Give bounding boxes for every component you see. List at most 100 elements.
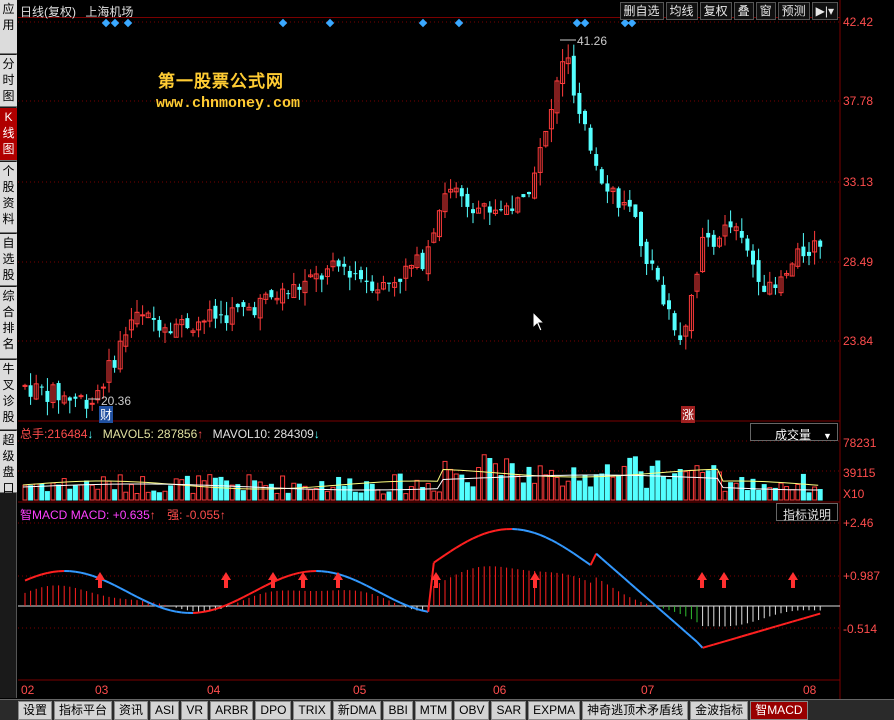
finance-tag[interactable]: 财 (99, 406, 114, 423)
macd-line-segment (673, 621, 681, 628)
rise-tag[interactable]: 涨 (681, 406, 696, 423)
macd-line-segment (52, 570, 59, 573)
volume-bar (84, 480, 90, 501)
volume-bar (56, 484, 62, 501)
macd-line-segment (405, 604, 412, 609)
macd-line-segment (427, 562, 435, 612)
indicator-tab[interactable]: DPO (255, 700, 292, 720)
kline-chart[interactable] (0, 0, 894, 699)
indicator-tab[interactable]: VR (181, 700, 209, 720)
volume-bar (67, 488, 73, 501)
macd-line-segment (237, 596, 244, 601)
candle-body (588, 127, 593, 151)
volume-bar (560, 485, 566, 501)
indicator-tab[interactable]: EXPMA (528, 700, 581, 720)
sidebar-tab-apps[interactable]: 应用 (0, 0, 17, 54)
moving-average-button[interactable]: 均线 (665, 2, 698, 20)
candle-body (722, 224, 728, 237)
volume-bar (543, 474, 549, 501)
macd-line-segment (758, 628, 765, 633)
indicator-tab[interactable]: MTM (414, 700, 453, 720)
candle-body (487, 206, 492, 213)
macd-line-segment (354, 579, 362, 584)
macd-name: 智MACD (20, 508, 68, 522)
arrow-end-icon[interactable]: ▶|▾ (811, 2, 838, 20)
candle-body (342, 263, 347, 267)
volume-bar (257, 481, 263, 501)
volume-tick: 78231 (843, 436, 877, 450)
macd-line-segment (573, 552, 580, 559)
macd-line-segment (461, 540, 468, 546)
volume-bar (711, 465, 717, 501)
volume-bar (476, 467, 482, 501)
indicator-tab[interactable]: ARBR (210, 700, 254, 720)
sidebar-tab-stock-profile[interactable]: 个股资料 (0, 162, 17, 233)
remove-watchlist-button[interactable]: 删自选 (619, 2, 664, 20)
candle-body (297, 286, 302, 290)
indicator-tab[interactable]: 设置 (18, 700, 53, 720)
volume-bar (364, 481, 370, 501)
macd-line-segment (242, 593, 250, 599)
candle-body (610, 187, 616, 193)
volume-bar (201, 480, 207, 501)
volume-selector[interactable]: 成交量 ▼ (750, 423, 838, 442)
indicator-tab[interactable]: 新DMA (332, 700, 382, 720)
candle-body (767, 281, 773, 295)
forecast-button[interactable]: 预测 (777, 2, 810, 20)
price-tick: 28.49 (843, 255, 874, 269)
overlay-button[interactable]: 叠 (733, 2, 754, 20)
macd-line-segment (209, 608, 216, 612)
candle-body (492, 209, 498, 214)
macd-line-segment (657, 606, 665, 614)
candle-body (565, 57, 571, 65)
macd-line-segment (668, 616, 676, 624)
indicator-tab[interactable]: 智MACD (750, 700, 808, 720)
volume-bar (778, 482, 784, 501)
volume-bar (638, 471, 644, 501)
volume-bar (134, 493, 140, 501)
indicator-tab[interactable]: ASI (150, 700, 180, 720)
sidebar-tab-intraday[interactable]: 分时图 (0, 55, 17, 107)
volume-bar (168, 485, 174, 501)
candle-body (627, 199, 632, 207)
adjust-price-button[interactable]: 复权 (699, 2, 732, 20)
indicator-tab[interactable]: 指标平台 (54, 700, 113, 720)
candle-body (425, 246, 431, 275)
macd-line-segment (382, 593, 390, 599)
indicator-help-button[interactable]: 指标说明 (776, 503, 838, 522)
indicator-tab[interactable]: 资讯 (114, 700, 149, 720)
candle-body (252, 307, 257, 316)
indicator-tab[interactable]: OBV (454, 700, 490, 720)
sidebar-tab-super-order-book[interactable]: 超级盘口 (0, 431, 17, 495)
volume-bar (117, 474, 123, 501)
candle-body (650, 260, 655, 264)
volume-bar (744, 490, 750, 501)
candle-body (308, 274, 314, 278)
indicator-tab[interactable]: BBI (383, 700, 413, 720)
indicator-tab[interactable]: 神奇逃顶术矛盾线 (582, 700, 689, 720)
macd-line-segment (215, 606, 222, 611)
candle-body (61, 395, 67, 404)
volume-bar (72, 485, 78, 501)
indicator-tab[interactable]: SAR (491, 700, 527, 720)
candle-body (257, 297, 263, 319)
sidebar-tab-watchlist[interactable]: 自选股 (0, 234, 17, 286)
macd-line-segment (416, 608, 423, 612)
macd-line-segment (606, 562, 614, 570)
candle-body (45, 390, 50, 402)
candle-body (168, 331, 173, 334)
macd-line-segment (679, 626, 687, 633)
macd-line-segment (763, 627, 771, 631)
volume-bar (224, 480, 230, 501)
sidebar-tab-ranking[interactable]: 综合排名 (0, 287, 17, 359)
sidebar-tab-diagnosis[interactable]: 牛叉诊股 (0, 360, 17, 430)
macd-line-segment (136, 595, 144, 601)
candle-body (123, 334, 129, 347)
window-button[interactable]: 窗 (755, 2, 776, 20)
time-tick: 02 (21, 683, 35, 697)
sidebar-tab-kline[interactable]: K线图 (0, 108, 17, 161)
candle-body (162, 327, 168, 333)
indicator-tab[interactable]: TRIX (293, 700, 331, 720)
macd-line-segment (170, 609, 177, 613)
indicator-tab[interactable]: 金波指标 (690, 700, 749, 720)
